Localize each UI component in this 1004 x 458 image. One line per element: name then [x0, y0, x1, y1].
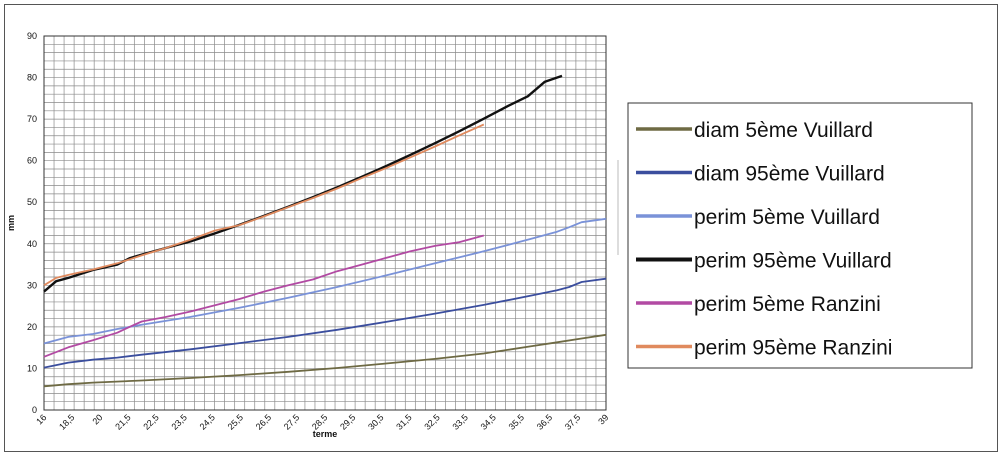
y-tick-label: 70 [27, 114, 37, 124]
x-tick-label: 23,5 [169, 412, 188, 431]
series-line [43, 123, 485, 287]
x-tick-label: 39 [596, 412, 610, 426]
legend-label: perim 95ème Vuillard [694, 250, 892, 273]
legend-label: diam 95ème Vuillard [694, 163, 885, 186]
x-tick-label: 27,5 [282, 412, 301, 431]
x-tick-label: 29,5 [338, 412, 357, 431]
legend-label: perim 95ème Ranzini [694, 337, 892, 360]
plot-area-border [43, 35, 607, 411]
y-tick-label: 20 [27, 322, 37, 332]
x-tick-label: 25,5 [226, 412, 245, 431]
y-tick-label: 50 [27, 197, 37, 207]
y-tick-label: 40 [27, 239, 37, 249]
series-line [43, 333, 607, 388]
y-tick-label: 60 [27, 156, 37, 166]
y-tick-label: 80 [27, 73, 37, 83]
x-tick-label: 31,5 [394, 412, 413, 431]
series-line [43, 277, 607, 369]
y-tick-labels: 0 10 20 30 40 50 60 70 80 90 [27, 31, 37, 415]
chart-grid [44, 36, 606, 410]
x-tick-label: 22,5 [141, 412, 160, 431]
x-tick-label: 24,5 [198, 412, 217, 431]
legend-box [627, 102, 973, 369]
x-tick-label: 33,5 [450, 412, 469, 431]
x-tick-label: 35,5 [507, 412, 526, 431]
series-line [43, 234, 485, 358]
series-line [43, 74, 563, 293]
x-tick-label: 37,5 [563, 412, 582, 431]
legend-label: perim 5ème Ranzini [694, 293, 881, 316]
legend: diam 5ème Vuillard diam 95ème Vuillard per… [636, 119, 892, 360]
y-tick-label: 90 [27, 31, 37, 41]
x-axis-title: terme [313, 429, 338, 439]
x-tick-label: 32,5 [422, 412, 441, 431]
legend-label: perim 5ème Vuillard [694, 206, 880, 229]
x-tick-label: 34,5 [479, 412, 498, 431]
series-lines [43, 74, 607, 388]
x-tick-label: 18,5 [57, 412, 76, 431]
x-tick-label: 30,5 [366, 412, 385, 431]
x-tick-label: 21,5 [113, 412, 132, 431]
legend-label: diam 5ème Vuillard [694, 119, 873, 142]
x-tick-label: 20 [90, 412, 104, 426]
y-axis-title: mm [6, 215, 16, 231]
y-tick-label: 0 [32, 405, 37, 415]
y-tick-label: 30 [27, 280, 37, 290]
x-tick-label: 36,5 [535, 412, 554, 431]
series-line [43, 217, 607, 345]
y-tick-label: 10 [27, 363, 37, 373]
x-tick-label: 26,5 [254, 412, 273, 431]
